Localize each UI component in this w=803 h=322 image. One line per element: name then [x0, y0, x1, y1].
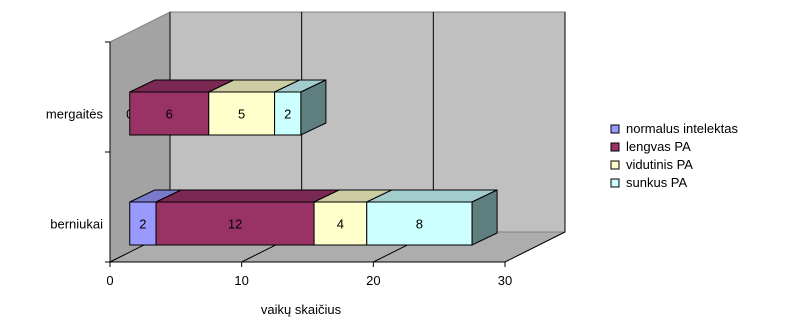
data-label: 6: [166, 107, 173, 122]
x-tick-label: 10: [234, 273, 248, 288]
category-label: mergaitės: [46, 107, 104, 122]
chart-legend: normalus intelektas lengvas PA vidutinis P…: [611, 121, 738, 190]
legend-label: vidutinis PA: [626, 157, 693, 172]
data-label: 12: [228, 217, 242, 232]
bar-segment-top: [156, 190, 339, 202]
x-tick-label: 0: [106, 273, 113, 288]
x-axis-ticks: 0 10 20 30: [106, 273, 512, 288]
data-label: 8: [416, 217, 423, 232]
y-axis-categories: mergaitės berniukai: [46, 107, 104, 232]
data-label: 2: [139, 217, 146, 232]
data-label: 4: [337, 217, 344, 232]
legend-swatch: [611, 125, 619, 133]
legend-swatch: [611, 143, 619, 151]
x-axis-title: vaikų skaičius: [261, 302, 342, 317]
legend-swatch: [611, 161, 619, 169]
x-tick-label: 20: [366, 273, 380, 288]
legend-swatch: [611, 179, 619, 187]
x-tick-label: 30: [498, 273, 512, 288]
bar-segment: 12: [156, 190, 339, 245]
data-label: 5: [238, 107, 245, 122]
category-label: berniukai: [50, 217, 103, 232]
legend-label: sunkus PA: [626, 175, 688, 190]
legend-label: lengvas PA: [626, 139, 691, 154]
legend-label: normalus intelektas: [626, 121, 738, 136]
data-label: 2: [284, 107, 291, 122]
